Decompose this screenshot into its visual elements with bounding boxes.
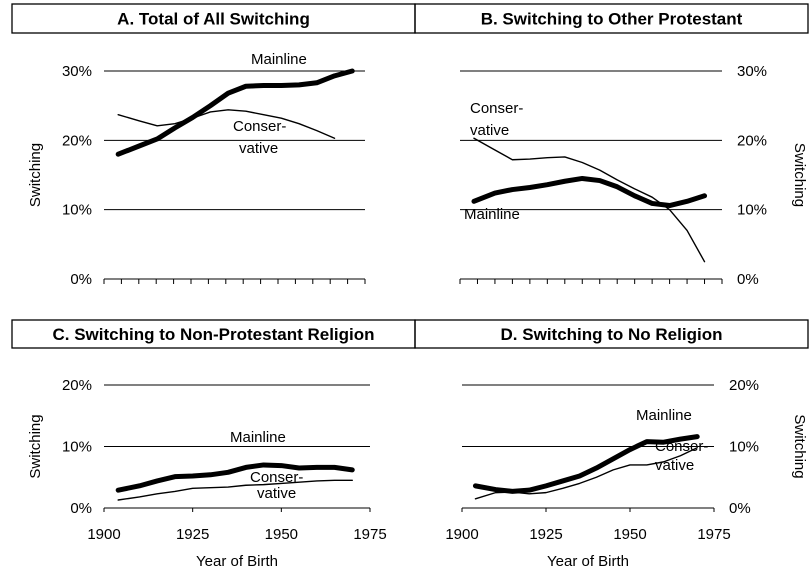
annotation: vative (655, 457, 694, 474)
y-axis-label: Switching (791, 414, 808, 478)
x-tick-label: 1900 (87, 526, 120, 543)
series-line (471, 175, 708, 209)
y-tick-label: 20% (62, 132, 92, 149)
panel-title: C. Switching to Non-Protestant Religion (52, 325, 374, 344)
series-line (115, 462, 355, 493)
y-tick-label: 10% (62, 202, 92, 219)
title-box (414, 3, 809, 34)
y-tick-label: 0% (729, 500, 751, 517)
annotation: Mainline (464, 206, 520, 223)
series-line (474, 447, 698, 500)
series-line (473, 137, 706, 263)
x-tick-label: 1925 (176, 526, 209, 543)
title-box (414, 319, 809, 349)
annotation: Mainline (251, 51, 307, 68)
panel-title: A. Total of All Switching (117, 10, 310, 29)
annotation: vative (239, 140, 278, 157)
y-tick-label: 20% (729, 377, 759, 394)
y-tick-label: 0% (70, 271, 92, 288)
annotation: Conser- (470, 100, 523, 117)
y-tick-label: 0% (737, 271, 759, 288)
panel-title: D. Switching to No Religion (501, 325, 723, 344)
annotation: Mainline (636, 407, 692, 424)
annotation: vative (257, 485, 296, 502)
x-tick-label: 1950 (265, 526, 298, 543)
x-tick-label: 1925 (529, 526, 562, 543)
series-line (117, 109, 336, 139)
y-tick-label: 10% (62, 439, 92, 456)
x-axis-label: Year of Birth (196, 553, 278, 570)
y-axis-label: Switching (791, 143, 808, 207)
y-axis-label: Switching (27, 143, 44, 207)
y-tick-label: 10% (729, 439, 759, 456)
series-line (472, 434, 700, 494)
annotation: Mainline (230, 429, 286, 446)
y-tick-label: 0% (70, 500, 92, 517)
x-tick-label: 1900 (445, 526, 478, 543)
y-tick-label: 20% (737, 132, 767, 149)
x-tick-label: 1950 (613, 526, 646, 543)
y-axis-label: Switching (27, 414, 44, 478)
x-tick-label: 1975 (353, 526, 386, 543)
y-tick-label: 30% (737, 63, 767, 80)
panel-title: B. Switching to Other Protestant (481, 10, 743, 29)
annotation: vative (470, 122, 509, 139)
x-axis-label: Year of Birth (547, 553, 629, 570)
series-line (117, 479, 353, 501)
annotation: Conser- (233, 118, 286, 135)
x-tick-label: 1975 (697, 526, 730, 543)
annotation: Conser- (250, 469, 303, 486)
y-tick-label: 20% (62, 377, 92, 394)
y-tick-label: 30% (62, 63, 92, 80)
series-line (115, 68, 355, 157)
annotation: Conser- (655, 438, 708, 455)
y-tick-label: 10% (737, 202, 767, 219)
